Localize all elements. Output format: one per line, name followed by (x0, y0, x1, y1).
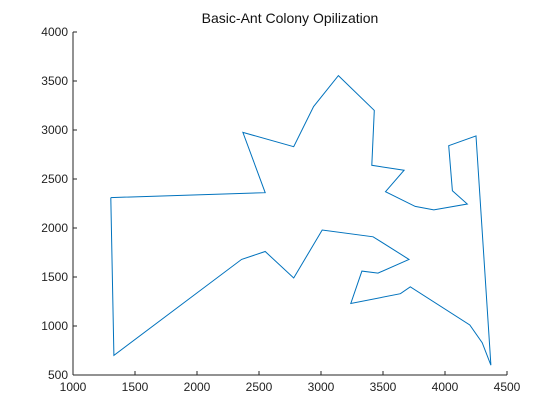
x-tick-label: 1500 (122, 380, 149, 394)
y-tick-label: 500 (48, 368, 68, 382)
x-tick-label: 4000 (432, 380, 459, 394)
x-tick-label: 3500 (370, 380, 397, 394)
tour-path-line (110, 74, 492, 366)
x-tick-label: 2000 (184, 380, 211, 394)
y-tick-label: 1000 (41, 319, 68, 333)
y-tick-label: 4000 (41, 25, 68, 39)
x-tick-label: 3000 (308, 380, 335, 394)
y-tick-label: 2000 (41, 221, 68, 235)
x-tick-label: 1000 (60, 380, 87, 394)
plot-area: 1000 1500 2000 2500 3000 3500 4000 450050010001… (41, 25, 520, 394)
y-tick-label: 1500 (41, 270, 68, 284)
y-tick-label: 3500 (41, 74, 68, 88)
chart-title: Basic-Ant Colony Opilization (202, 10, 379, 26)
x-tick-label: 2500 (246, 380, 273, 394)
x-tick-label: 4500 (494, 380, 521, 394)
y-tick-label: 3000 (41, 123, 68, 137)
y-tick-label: 2500 (41, 172, 68, 186)
